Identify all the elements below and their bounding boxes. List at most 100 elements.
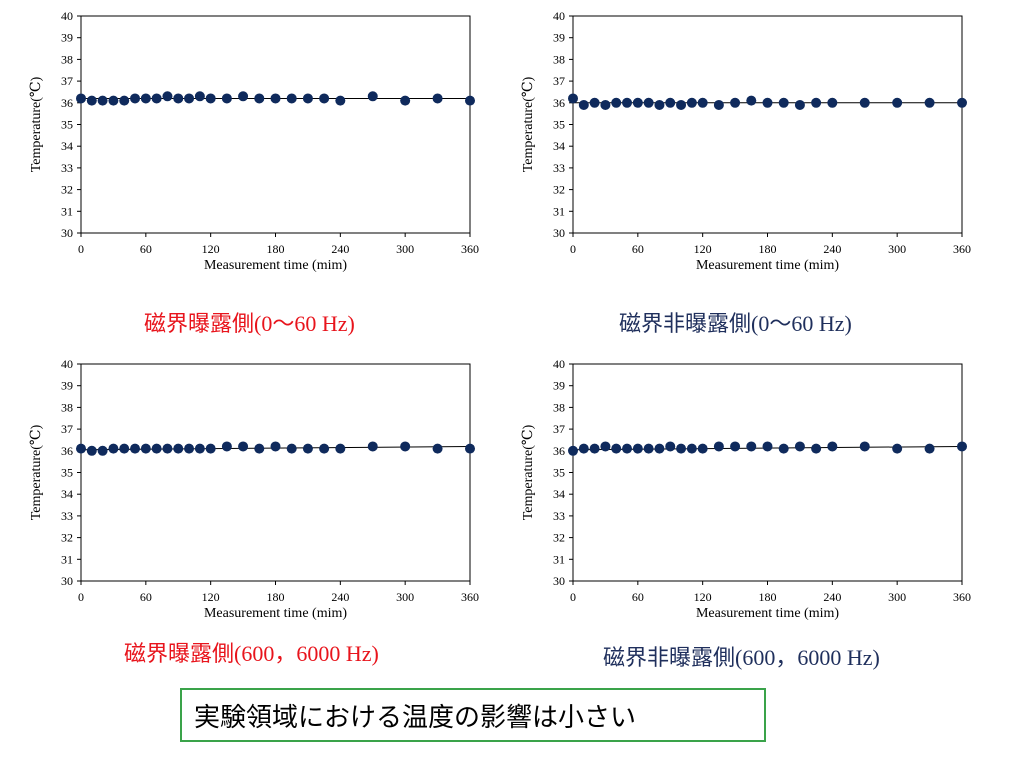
chart-panel-unexposed-high: 30 31 32 33 34 35 36 37 38 39 40 0 60 120 180 240 300 360… xyxy=(512,354,1012,654)
y-tick-label: 35 xyxy=(61,466,73,480)
data-point xyxy=(465,443,475,454)
data-point xyxy=(611,97,622,108)
data-point xyxy=(173,443,184,454)
y-tick-label: 39 xyxy=(61,379,73,393)
caption-exposed-high: 磁界曝露側(600，6000 Hz) xyxy=(124,641,379,666)
data-point xyxy=(140,443,151,454)
y-tick-label: 32 xyxy=(553,183,565,197)
data-point xyxy=(270,93,281,104)
x-axis-label: Measurement time (mim) xyxy=(696,258,839,273)
data-point xyxy=(746,441,757,452)
y-tick-label: 33 xyxy=(553,509,565,523)
data-point xyxy=(957,441,967,452)
y-tick-label: 36 xyxy=(61,96,73,110)
data-point xyxy=(578,99,589,110)
data-point xyxy=(676,99,687,110)
data-point xyxy=(589,97,600,108)
y-tick-label: 36 xyxy=(61,444,73,458)
data-point xyxy=(286,93,297,104)
data-point xyxy=(238,91,249,102)
data-point xyxy=(924,443,935,454)
y-tick-label: 38 xyxy=(61,400,73,414)
data-point xyxy=(892,97,903,108)
x-tick-label: 300 xyxy=(396,242,414,256)
chart-unexposed-high: 30 31 32 33 34 35 36 37 38 39 40 0 60 120 180 240 300 360… xyxy=(521,357,971,621)
data-point xyxy=(713,99,724,110)
chart-exposed-high: 30 31 32 33 34 35 36 37 38 39 40 0 60 120 180 240 300 360… xyxy=(29,357,479,621)
y-tick-label: 40 xyxy=(553,357,565,371)
x-tick-label: 360 xyxy=(461,242,479,256)
x-axis-label: Measurement time (mim) xyxy=(204,258,347,273)
data-point xyxy=(568,93,578,104)
data-point xyxy=(319,93,330,104)
x-tick-label: 180 xyxy=(267,242,285,256)
y-tick-label: 32 xyxy=(61,531,73,545)
data-point xyxy=(184,443,195,454)
data-point xyxy=(162,443,173,454)
y-tick-label: 35 xyxy=(61,118,73,132)
data-point xyxy=(676,443,687,454)
data-point xyxy=(859,441,870,452)
y-tick-label: 33 xyxy=(61,509,73,523)
y-tick-label: 30 xyxy=(553,226,565,240)
data-point xyxy=(238,441,249,452)
y-tick-label: 36 xyxy=(553,96,565,110)
data-point xyxy=(643,443,654,454)
y-axis-label: Temperature(℃) xyxy=(29,424,44,520)
data-point xyxy=(762,441,773,452)
data-point xyxy=(600,99,611,110)
x-tick-label: 0 xyxy=(570,590,576,604)
data-point xyxy=(184,93,195,104)
data-point xyxy=(643,97,654,108)
plot-area xyxy=(572,363,963,582)
y-tick-label: 40 xyxy=(61,357,73,371)
y-tick-label: 40 xyxy=(61,9,73,23)
y-axis-label: Temperature(℃) xyxy=(521,424,536,520)
data-point xyxy=(254,93,265,104)
data-point xyxy=(794,99,805,110)
x-tick-label: 120 xyxy=(202,242,220,256)
y-tick-label: 31 xyxy=(553,552,565,566)
y-tick-label: 37 xyxy=(553,74,565,88)
data-point xyxy=(162,91,173,102)
data-point xyxy=(697,97,708,108)
chart-panel-exposed-high: 30 31 32 33 34 35 36 37 38 39 40 0 60 120 180 240 300 360… xyxy=(20,354,520,654)
data-point xyxy=(794,441,805,452)
data-point xyxy=(286,443,297,454)
y-tick-label: 33 xyxy=(61,161,73,175)
y-tick-label: 34 xyxy=(61,139,73,153)
data-point xyxy=(97,445,108,456)
y-tick-label: 32 xyxy=(61,183,73,197)
data-point xyxy=(762,97,773,108)
data-point xyxy=(827,441,838,452)
x-tick-label: 240 xyxy=(823,242,841,256)
data-point xyxy=(622,97,633,108)
y-tick-label: 39 xyxy=(553,379,565,393)
data-point xyxy=(654,443,665,454)
data-point xyxy=(270,441,281,452)
data-point xyxy=(108,95,119,106)
x-axis-label: Measurement time (mim) xyxy=(696,606,839,621)
y-tick-label: 38 xyxy=(61,52,73,66)
y-tick-label: 38 xyxy=(553,52,565,66)
y-axis-label: Temperature(℃) xyxy=(521,76,536,172)
plot-area xyxy=(572,15,963,234)
x-tick-label: 60 xyxy=(632,590,644,604)
x-tick-label: 240 xyxy=(331,590,349,604)
data-point xyxy=(713,441,724,452)
data-point xyxy=(924,97,935,108)
data-point xyxy=(400,441,411,452)
y-tick-label: 35 xyxy=(553,118,565,132)
data-point xyxy=(319,443,330,454)
data-point xyxy=(892,443,903,454)
data-point xyxy=(130,443,141,454)
y-tick-label: 31 xyxy=(61,204,73,218)
y-tick-label: 32 xyxy=(553,531,565,545)
data-point xyxy=(622,443,633,454)
y-tick-label: 34 xyxy=(61,487,73,501)
data-point xyxy=(686,443,697,454)
x-tick-label: 120 xyxy=(694,590,712,604)
data-point xyxy=(827,97,838,108)
x-tick-label: 300 xyxy=(888,590,906,604)
chart-unexposed-low: 30 31 32 33 34 35 36 37 38 39 40 0 60 120 180 240 300 360… xyxy=(521,9,971,273)
